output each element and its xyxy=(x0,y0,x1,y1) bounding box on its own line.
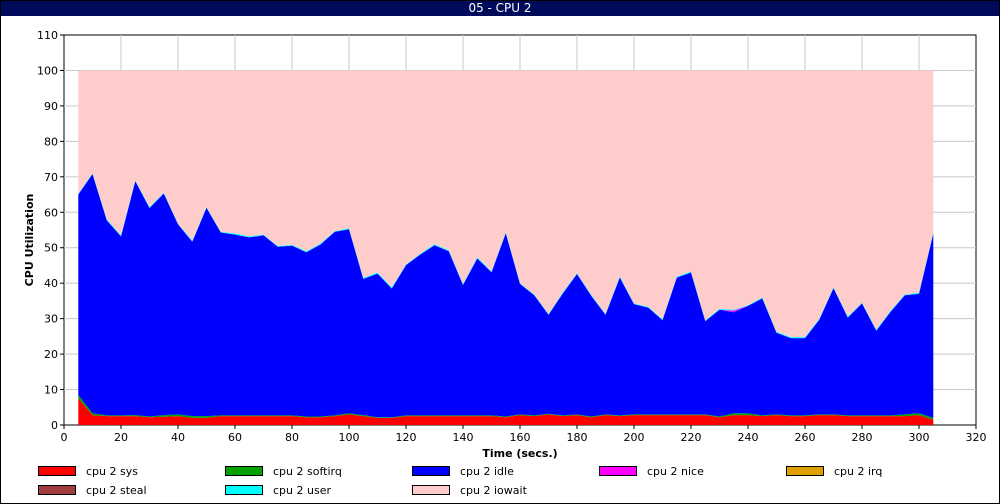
x-tick-label: 120 xyxy=(396,431,417,444)
legend-label: cpu 2 idle xyxy=(460,465,514,478)
x-tick-label: 20 xyxy=(114,431,128,444)
x-tick-label: 80 xyxy=(285,431,299,444)
y-axis-label: CPU Utilization xyxy=(23,194,36,287)
area-cpu-2-sys xyxy=(78,398,934,425)
legend: cpu 2 sys cpu 2 softirq cpu 2 idle cpu 2 ni… xyxy=(0,462,1000,504)
y-tick-label: 90 xyxy=(44,100,58,113)
cpu-utilization-chart: 0 20 40 60 80 100 120 140 160 180 200 220 240 260 280 3… xyxy=(23,29,987,460)
legend-label: cpu 2 sys xyxy=(86,465,138,478)
y-tick-label: 0 xyxy=(51,419,58,432)
x-tick-label: 40 xyxy=(171,431,185,444)
y-tick-label: 80 xyxy=(44,135,58,148)
y-tick-label: 60 xyxy=(44,206,58,219)
x-tick-label: 160 xyxy=(510,431,531,444)
legend-label: cpu 2 user xyxy=(273,484,331,497)
area-cpu-2-iowait xyxy=(78,70,934,338)
x-tick-label: 300 xyxy=(909,431,930,444)
legend-label: cpu 2 irq xyxy=(834,465,883,478)
y-tick-label: 70 xyxy=(44,171,58,184)
x-tick-label: 100 xyxy=(339,431,360,444)
legend-swatch xyxy=(38,466,76,476)
legend-swatch xyxy=(599,466,637,476)
area-cpu-2-idle xyxy=(78,174,934,418)
y-tick-label: 50 xyxy=(44,242,58,255)
legend-swatch xyxy=(412,485,450,495)
y-axis-ticks: 0 10 20 30 40 50 60 70 80 90 100 110 xyxy=(37,29,64,432)
window-title: 05 - CPU 2 xyxy=(1,1,999,16)
x-axis-label: Time (secs.) xyxy=(482,447,557,460)
legend-label: cpu 2 steal xyxy=(86,484,147,497)
stacked-areas xyxy=(78,70,934,425)
x-tick-label: 220 xyxy=(681,431,702,444)
y-tick-label: 30 xyxy=(44,313,58,326)
legend-swatch xyxy=(225,485,263,495)
x-axis-ticks: 0 20 40 60 80 100 120 140 160 180 200 220 240 260 280 3… xyxy=(61,425,987,444)
legend-swatch xyxy=(225,466,263,476)
x-tick-label: 60 xyxy=(228,431,242,444)
legend-swatch xyxy=(412,466,450,476)
legend-label: cpu 2 iowait xyxy=(460,484,527,497)
x-tick-label: 0 xyxy=(61,431,68,444)
x-tick-label: 140 xyxy=(453,431,474,444)
y-tick-label: 100 xyxy=(37,64,58,77)
y-tick-label: 10 xyxy=(44,384,58,397)
x-tick-label: 260 xyxy=(795,431,816,444)
legend-label: cpu 2 softirq xyxy=(273,465,342,478)
legend-swatch xyxy=(38,485,76,495)
y-tick-label: 110 xyxy=(37,29,58,42)
y-tick-label: 40 xyxy=(44,277,58,290)
x-tick-label: 240 xyxy=(738,431,759,444)
x-tick-label: 280 xyxy=(852,431,873,444)
legend-label: cpu 2 nice xyxy=(647,465,704,478)
x-tick-label: 180 xyxy=(567,431,588,444)
legend-swatch xyxy=(786,466,824,476)
x-tick-label: 320 xyxy=(966,431,987,444)
x-tick-label: 200 xyxy=(624,431,645,444)
y-tick-label: 20 xyxy=(44,348,58,361)
